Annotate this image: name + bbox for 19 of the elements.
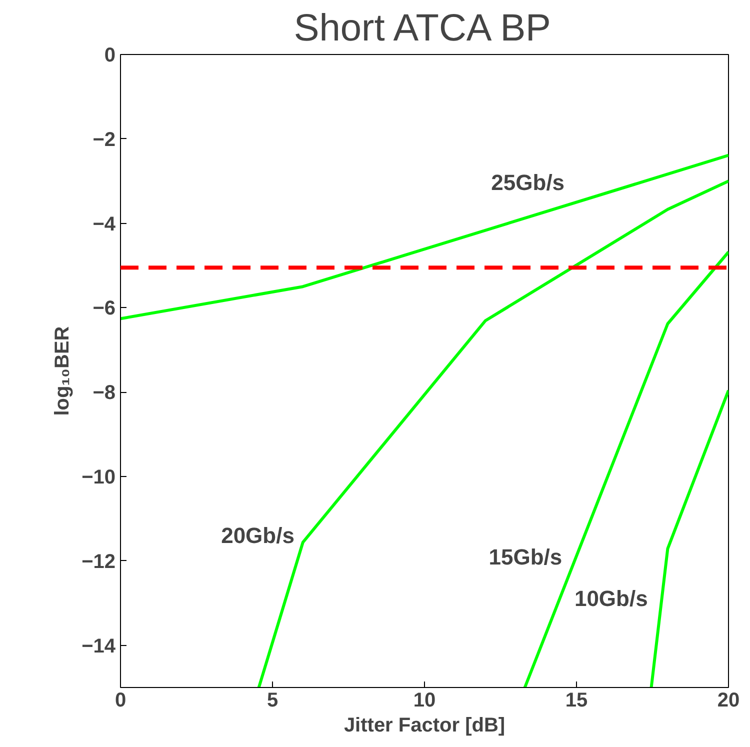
y-tick-label: −6: [92, 298, 116, 320]
y-tick-label: −4: [92, 213, 116, 236]
series-label: 20Gb/s: [221, 523, 294, 548]
series-label: 15Gb/s: [488, 544, 562, 570]
chart-title: Short ATCA BP: [294, 8, 551, 50]
y-tick-label: 0: [104, 44, 116, 66]
y-tick-label: −8: [92, 382, 116, 404]
x-tick-label: 10: [413, 690, 436, 712]
y-tick-label: −12: [82, 550, 116, 573]
x-tick-label: 20: [717, 690, 740, 712]
x-axis-title: Jitter Factor [dB]: [344, 714, 506, 736]
y-tick-label: −10: [82, 466, 116, 488]
y-tick-label: −2: [92, 128, 116, 151]
x-tick-label: 15: [565, 690, 588, 712]
x-tick-label: 5: [266, 690, 278, 712]
series-label: 25Gb/s: [491, 170, 565, 196]
series-label: 10Gb/s: [574, 586, 648, 611]
y-tick-label: −14: [82, 635, 116, 658]
y-axis-title: log₁₀BER: [52, 326, 74, 416]
